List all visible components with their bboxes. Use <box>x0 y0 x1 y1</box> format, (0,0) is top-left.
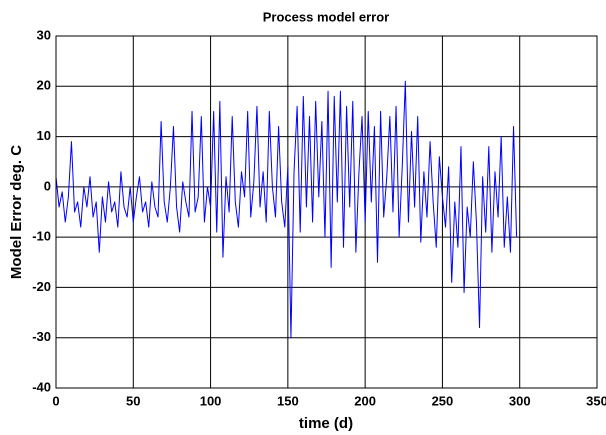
y-tick-label: 10 <box>37 128 51 143</box>
y-tick-label: 30 <box>37 27 51 42</box>
x-tick-label: 300 <box>509 393 531 408</box>
chart-title: Process model error <box>263 9 389 24</box>
y-tick-label: -10 <box>32 229 51 244</box>
x-tick-label: 350 <box>586 393 606 408</box>
x-tick-label: 200 <box>354 393 376 408</box>
y-tick-label: -20 <box>32 279 51 294</box>
x-tick-label: 50 <box>126 393 140 408</box>
x-tick-label: 250 <box>432 393 454 408</box>
x-tick-label: 0 <box>52 393 59 408</box>
x-axis-label: time (d) <box>299 415 353 432</box>
x-tick-label: 150 <box>277 393 299 408</box>
y-tick-label: -30 <box>32 329 51 344</box>
data-line <box>55 80 518 339</box>
x-tick-label: 100 <box>200 393 222 408</box>
y-tick-label: -40 <box>32 379 51 394</box>
y-tick-label: 0 <box>44 178 51 193</box>
y-tick-label: 20 <box>37 78 51 93</box>
plot-frame <box>55 35 598 389</box>
y-axis-label: Model Error deg. C <box>8 145 25 279</box>
